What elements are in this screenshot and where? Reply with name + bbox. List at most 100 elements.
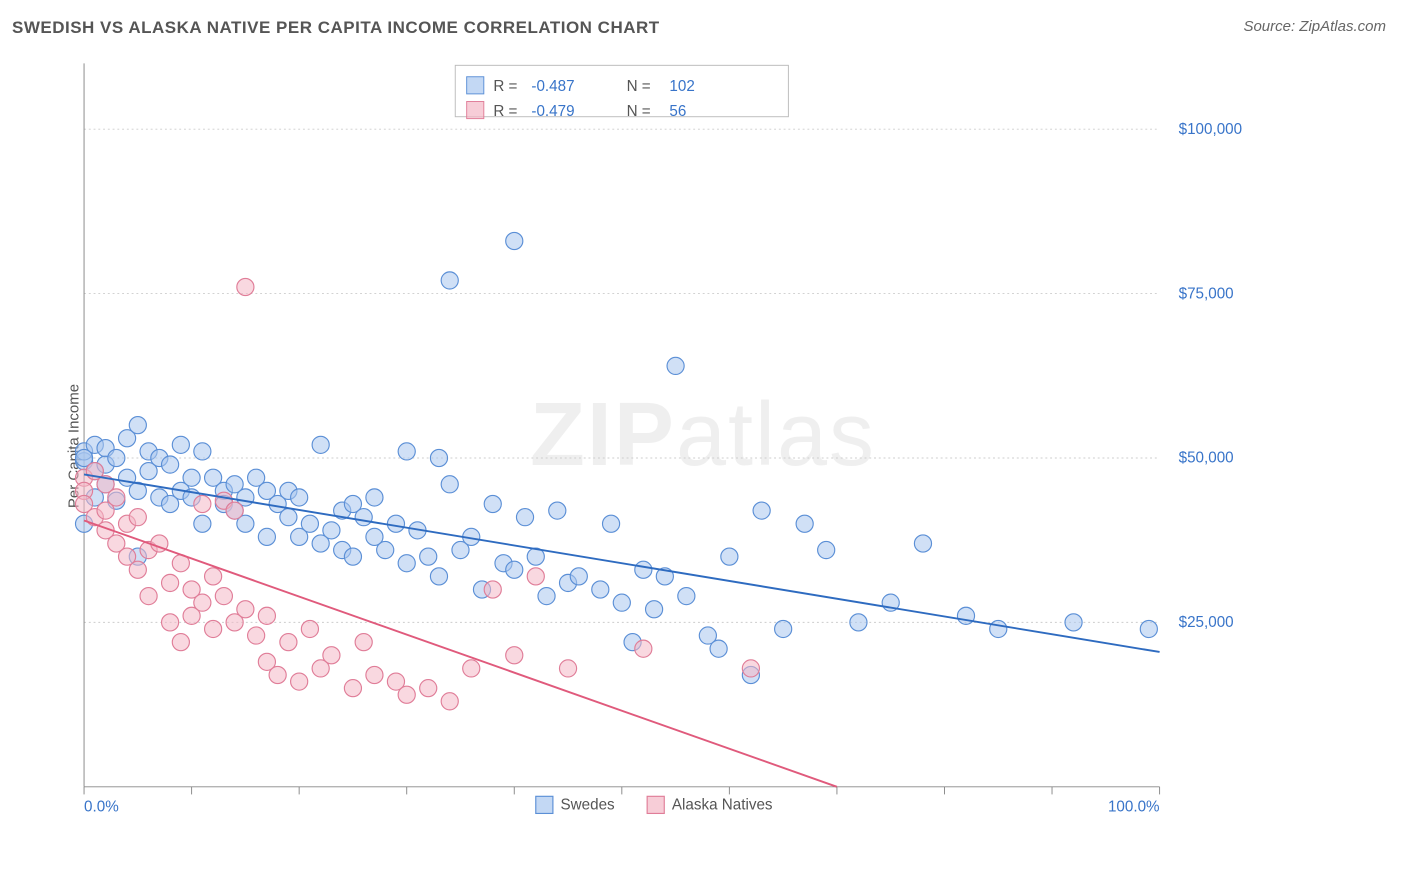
data-point	[1065, 614, 1082, 631]
stat-r-label: R =	[493, 78, 517, 95]
data-point	[366, 666, 383, 683]
data-point	[280, 634, 297, 651]
y-tick-label: $25,000	[1179, 614, 1234, 631]
data-point	[549, 502, 566, 519]
source-attribution: Source: ZipAtlas.com	[1243, 18, 1386, 35]
data-point	[796, 515, 813, 532]
data-point	[613, 594, 630, 611]
data-point	[463, 660, 480, 677]
chart-title: SWEDISH VS ALASKA NATIVE PER CAPITA INCO…	[12, 18, 660, 38]
legend-swatch	[647, 796, 664, 813]
data-point	[990, 620, 1007, 637]
data-point	[570, 568, 587, 585]
y-tick-label: $75,000	[1179, 285, 1234, 302]
data-point	[742, 660, 759, 677]
data-point	[602, 515, 619, 532]
data-point	[506, 561, 523, 578]
data-point	[108, 449, 125, 466]
data-point	[721, 548, 738, 565]
data-point	[506, 647, 523, 664]
data-point	[667, 357, 684, 374]
data-point	[366, 489, 383, 506]
data-point	[344, 680, 361, 697]
data-point	[430, 449, 447, 466]
data-point	[914, 535, 931, 552]
legend-label: Alaska Natives	[672, 797, 773, 814]
data-point	[172, 436, 189, 453]
data-point	[635, 640, 652, 657]
data-point	[301, 620, 318, 637]
data-point	[323, 647, 340, 664]
data-point	[280, 509, 297, 526]
data-point	[258, 607, 275, 624]
data-point	[420, 548, 437, 565]
stat-n-label: N =	[627, 78, 651, 95]
data-point	[420, 680, 437, 697]
y-tick-label: $100,000	[1179, 121, 1242, 138]
x-tick-label: 0.0%	[84, 799, 119, 816]
data-point	[291, 673, 308, 690]
data-point	[398, 686, 415, 703]
data-point	[678, 588, 695, 605]
data-point	[312, 436, 329, 453]
data-point	[430, 568, 447, 585]
data-point	[205, 568, 222, 585]
data-point	[237, 601, 254, 618]
data-point	[635, 561, 652, 578]
correlation-scatter-chart: 0.0%100.0%$25,000$50,000$75,000$100,000 …	[52, 52, 1382, 842]
data-point	[646, 601, 663, 618]
data-point	[248, 627, 265, 644]
data-point	[129, 561, 146, 578]
data-point	[592, 581, 609, 598]
y-tick-label: $50,000	[1179, 450, 1234, 467]
data-point	[215, 588, 232, 605]
data-point	[162, 456, 179, 473]
data-point	[441, 476, 458, 493]
data-point	[129, 417, 146, 434]
data-point	[194, 515, 211, 532]
data-point	[355, 634, 372, 651]
data-point	[301, 515, 318, 532]
stat-r-label: R =	[493, 103, 517, 120]
data-point	[484, 581, 501, 598]
data-point	[387, 515, 404, 532]
data-point	[527, 568, 544, 585]
data-point	[291, 489, 308, 506]
data-point	[344, 548, 361, 565]
data-point	[710, 640, 727, 657]
data-point	[484, 495, 501, 512]
data-point	[194, 495, 211, 512]
data-point	[850, 614, 867, 631]
data-point	[818, 541, 835, 558]
legend-swatch	[467, 101, 484, 118]
data-point	[194, 594, 211, 611]
data-point	[108, 489, 125, 506]
data-point	[226, 502, 243, 519]
data-point	[559, 660, 576, 677]
data-point	[441, 272, 458, 289]
trend-line	[84, 474, 1160, 652]
stat-n-value: 56	[669, 103, 686, 120]
data-point	[538, 588, 555, 605]
data-point	[140, 588, 157, 605]
data-point	[162, 574, 179, 591]
data-point	[377, 541, 394, 558]
data-point	[441, 693, 458, 710]
legend-swatch	[467, 77, 484, 94]
data-point	[506, 232, 523, 249]
stat-r-value: -0.487	[531, 78, 574, 95]
data-point	[162, 614, 179, 631]
data-point	[1140, 620, 1157, 637]
stat-r-value: -0.479	[531, 103, 574, 120]
legend-swatch	[536, 796, 553, 813]
data-point	[258, 528, 275, 545]
data-point	[398, 443, 415, 460]
data-point	[237, 278, 254, 295]
data-point	[775, 620, 792, 637]
stat-n-value: 102	[669, 78, 694, 95]
data-point	[323, 522, 340, 539]
data-point	[172, 634, 189, 651]
data-point	[269, 666, 286, 683]
data-point	[516, 509, 533, 526]
data-point	[194, 443, 211, 460]
